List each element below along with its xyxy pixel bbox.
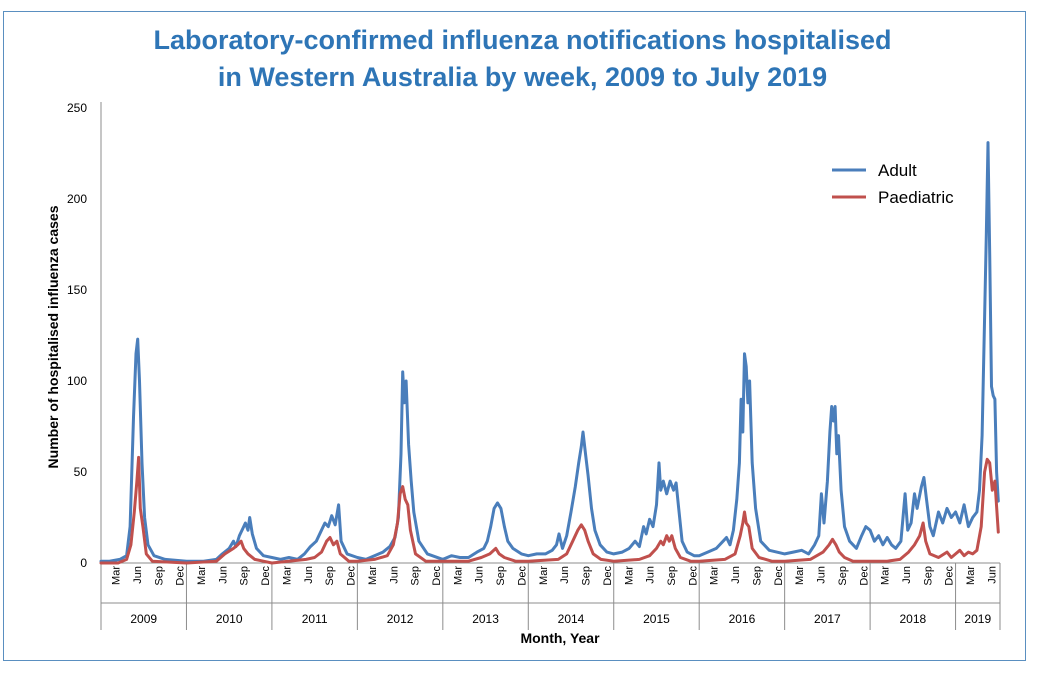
- year-label: 2009: [130, 612, 157, 626]
- chart-title: Laboratory-confirmed influenza notificat…: [0, 22, 1045, 96]
- month-tick-label: Mar: [452, 566, 464, 585]
- month-tick-label: Jun: [388, 566, 400, 584]
- y-tick-label: 150: [67, 283, 87, 297]
- year-label: 2018: [899, 612, 926, 626]
- month-tick-label: Dec: [944, 566, 956, 586]
- y-tick-label: 100: [67, 374, 87, 388]
- month-tick-label: Sep: [837, 566, 849, 586]
- year-label: 2016: [729, 612, 756, 626]
- month-tick-label: Sep: [410, 566, 422, 586]
- month-tick-label: Dec: [516, 566, 528, 586]
- chart-frame: [3, 11, 1026, 661]
- month-tick-label: Sep: [581, 566, 593, 586]
- month-tick-label: Mar: [709, 566, 721, 585]
- month-tick-label: Dec: [773, 566, 785, 586]
- year-label: 2015: [643, 612, 670, 626]
- year-label: 2014: [558, 612, 585, 626]
- x-axis-label: Month, Year: [520, 630, 600, 646]
- month-tick-label: Dec: [175, 566, 187, 586]
- month-tick-label: Mar: [281, 566, 293, 585]
- month-tick-label: Sep: [751, 566, 763, 586]
- month-tick-label: Mar: [794, 566, 806, 585]
- series-line-adult: [99, 141, 1000, 563]
- month-tick-label: Jun: [132, 566, 144, 584]
- y-axis-label: Number of hospitalised influenza cases: [45, 205, 61, 468]
- month-tick-label: Mar: [367, 566, 379, 585]
- month-tick-label: Jun: [730, 566, 742, 584]
- month-tick-label: Sep: [153, 566, 165, 586]
- month-tick-label: Jun: [816, 566, 828, 584]
- chart-title-line-2: in Western Australia by week, 2009 to Ju…: [217, 62, 828, 92]
- month-tick-label: Jun: [303, 566, 315, 584]
- year-label: 2010: [216, 612, 243, 626]
- legend: Adult Paediatric: [832, 161, 954, 207]
- month-tick-label: Mar: [538, 566, 550, 585]
- series-layer: [99, 141, 1000, 565]
- year-label: 2019: [964, 612, 991, 626]
- month-tick-label: Dec: [858, 566, 870, 586]
- y-tick-label: 50: [74, 465, 88, 479]
- legend-label-paediatric: Paediatric: [878, 188, 954, 207]
- month-tick-label: Jun: [645, 566, 657, 584]
- month-tick-label: Mar: [880, 566, 892, 585]
- year-label: 2017: [814, 612, 841, 626]
- month-tick-label: Dec: [687, 566, 699, 586]
- month-tick-label: Mar: [623, 566, 635, 585]
- y-tick-label: 250: [67, 101, 87, 115]
- year-label: 2011: [302, 612, 328, 626]
- month-tick-label: Sep: [922, 566, 934, 586]
- y-tick-label: 0: [80, 556, 87, 570]
- month-tick-label: Dec: [602, 566, 614, 586]
- month-tick-label: Mar: [111, 566, 123, 585]
- month-tick-label: Jun: [559, 566, 571, 584]
- axes-layer: 0 50 100 150 200 250 Mar Jun Sep Dec 2009 Mar Jun Sep…: [67, 101, 1001, 630]
- series-line-paediatric: [99, 455, 1000, 565]
- month-tick-label: Jun: [901, 566, 913, 584]
- month-tick-label: Sep: [495, 566, 507, 586]
- month-tick-label: Jun: [474, 566, 486, 584]
- month-tick-label: Mar: [196, 566, 208, 585]
- chart-title-line-1: Laboratory-confirmed influenza notificat…: [153, 25, 892, 55]
- y-tick-label: 200: [67, 192, 87, 206]
- month-tick-label: Sep: [324, 566, 336, 586]
- month-tick-label: Dec: [260, 566, 272, 586]
- month-tick-label: Mar: [965, 566, 977, 585]
- month-tick-label: Sep: [239, 566, 251, 586]
- month-tick-label: Jun: [217, 566, 229, 584]
- month-tick-label: Dec: [346, 566, 358, 586]
- year-label: 2013: [472, 612, 499, 626]
- legend-label-adult: Adult: [878, 161, 917, 180]
- month-tick-label: Dec: [431, 566, 443, 586]
- month-tick-label: Sep: [666, 566, 678, 586]
- year-label: 2012: [387, 612, 414, 626]
- month-tick-label: Jun: [986, 566, 998, 584]
